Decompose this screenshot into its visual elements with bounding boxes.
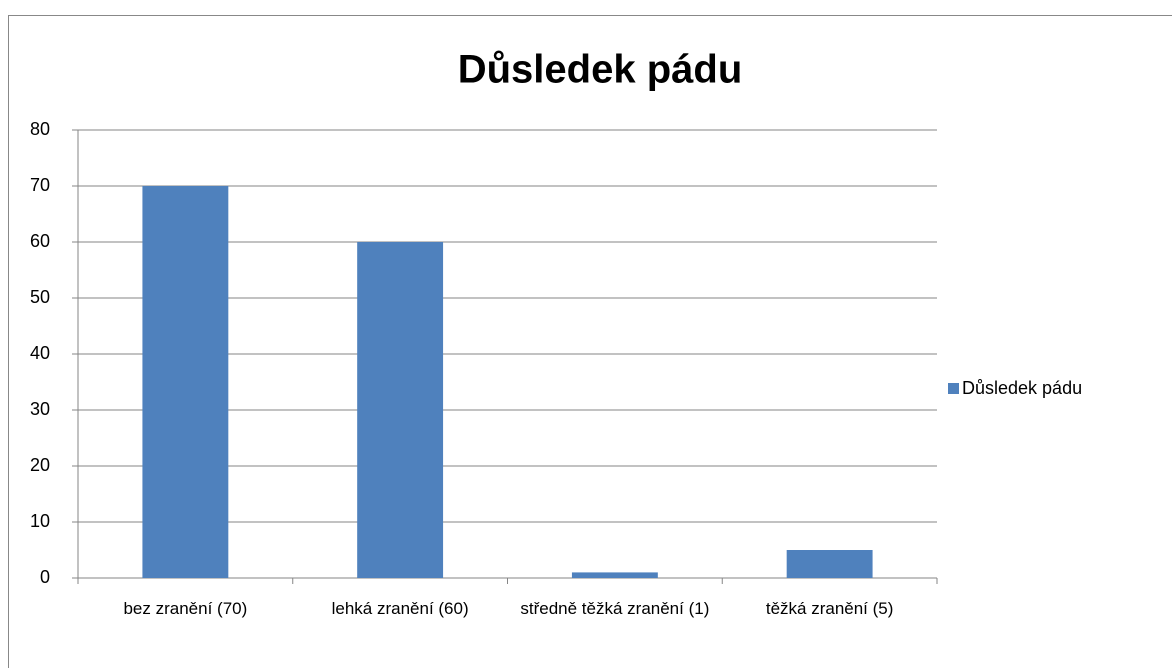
x-tick-label: bez zranění (70) — [123, 599, 248, 618]
y-tick-label: 80 — [30, 119, 50, 139]
bar — [142, 186, 229, 578]
y-tick-label: 0 — [40, 567, 50, 587]
y-tick-label: 30 — [30, 399, 50, 419]
legend-swatch — [948, 383, 959, 394]
bar — [571, 572, 658, 578]
legend-label: Důsledek pádu — [962, 378, 1082, 398]
y-tick-label: 50 — [30, 287, 50, 307]
bar — [786, 550, 873, 578]
x-tick-label: těžká zranění (5) — [765, 599, 894, 618]
y-tick-label: 70 — [30, 175, 50, 195]
y-tick-label: 10 — [30, 511, 50, 531]
y-tick-label: 20 — [30, 455, 50, 475]
y-tick-label: 60 — [30, 231, 50, 251]
chart-title: Důsledek pádu — [458, 48, 743, 92]
y-tick-label: 40 — [30, 343, 50, 363]
bar — [357, 242, 444, 578]
x-tick-label: lehká zranění (60) — [331, 599, 469, 618]
x-tick-label: středně těžká zranění (1) — [520, 599, 710, 618]
